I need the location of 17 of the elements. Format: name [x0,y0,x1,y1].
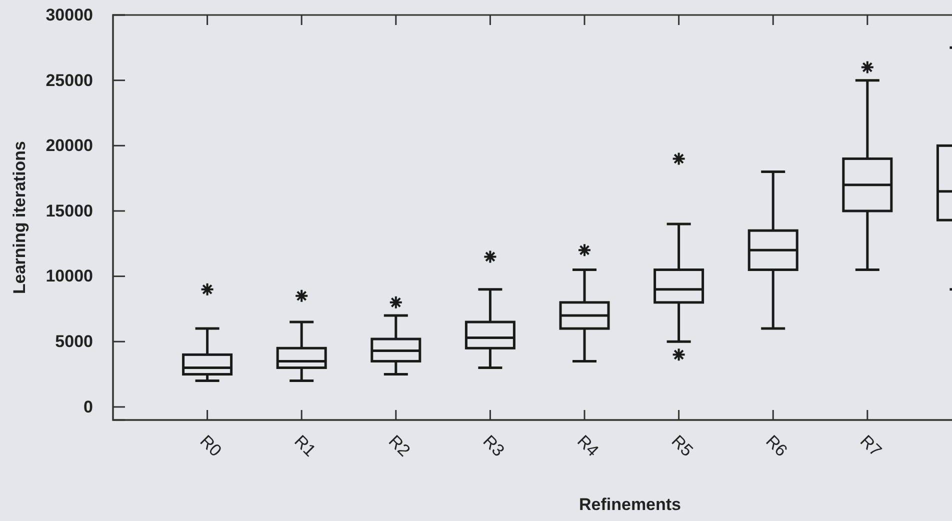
y-tick-label: 30000 [46,5,93,24]
y-tick-label: 5000 [55,332,93,352]
x-tick-label: R4 [574,432,602,460]
x-tick-label: R6 [762,432,791,460]
x-tick-label: R7 [856,432,886,460]
y-tick-label: 0 [84,397,93,416]
y-tick-label: 15000 [46,201,93,220]
x-tick-label: R2 [384,432,414,460]
y-tick-label: 10000 [46,266,93,286]
y-axis-title: Learning iterations [10,140,29,294]
y-tick-label: 25000 [46,70,93,90]
x-tick-label: R3 [479,432,508,460]
x-tick-label: R5 [668,432,697,460]
x-axis-title: Refinements [578,495,682,514]
x-tick-label: R1 [290,432,320,460]
x-tick-label: R0 [196,432,226,460]
y-tick-label: 20000 [46,136,93,156]
